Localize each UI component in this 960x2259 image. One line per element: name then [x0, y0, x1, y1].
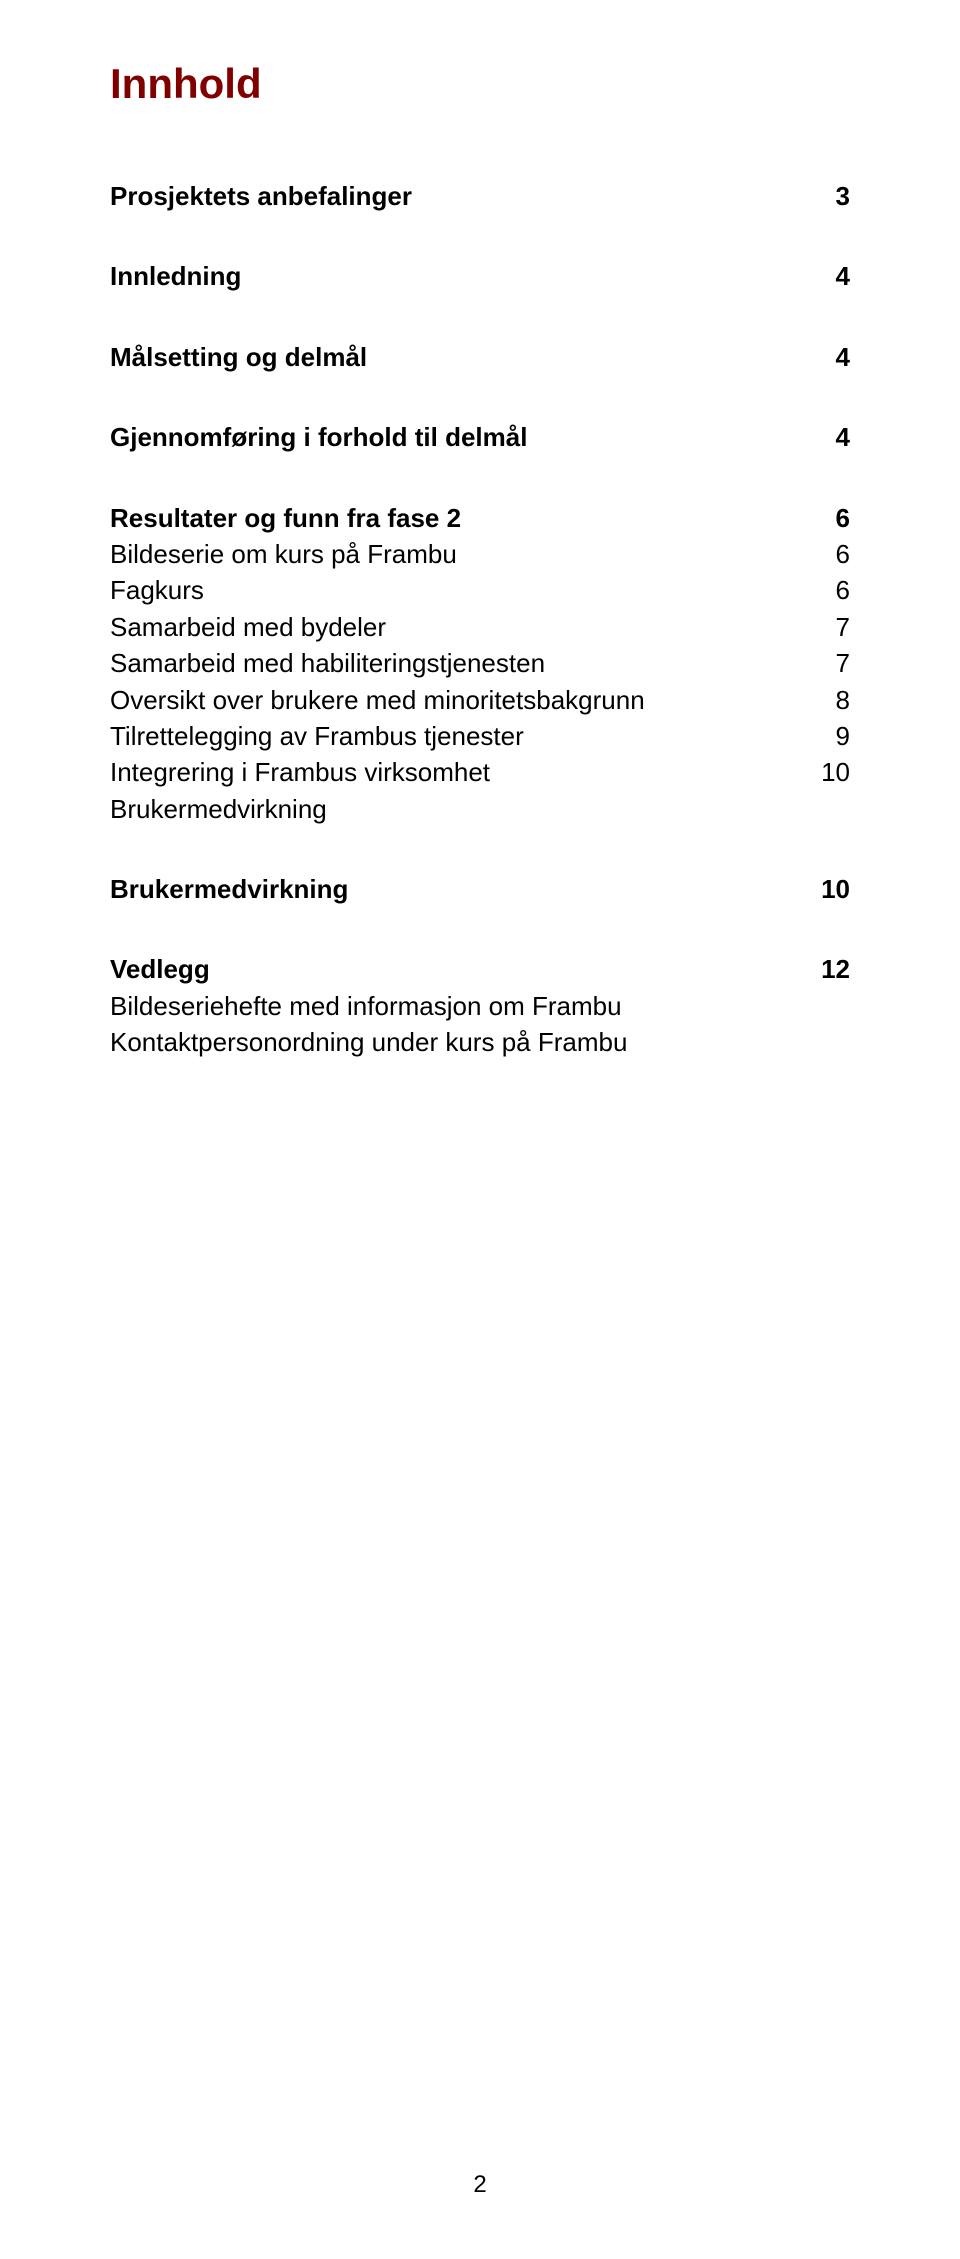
toc-entry: Bildeseriehefte med informasjon om Framb… [110, 988, 850, 1024]
toc-entry: Samarbeid med bydeler 7 [110, 609, 850, 645]
toc-entry: Brukermedvirkning 10 [110, 871, 850, 907]
page-title: Innhold [110, 60, 850, 108]
toc-entry: Målsetting og delmål 4 [110, 339, 850, 375]
toc-label: Innledning [110, 258, 810, 294]
toc-entry: Resultater og funn fra fase 2 6 [110, 500, 850, 536]
toc-subentries: Bildeserie om kurs på Frambu 6 Fagkurs 6… [110, 536, 850, 827]
toc-entry: Oversikt over brukere med minoritetsbakg… [110, 682, 850, 718]
toc-page-number: 6 [810, 572, 850, 608]
toc-label: Brukermedvirkning [110, 871, 810, 907]
toc-page-number: 10 [810, 754, 850, 790]
toc-label: Målsetting og delmål [110, 339, 810, 375]
toc-section: Innledning 4 [110, 258, 850, 294]
toc-page-number: 4 [810, 339, 850, 375]
toc-section: Gjennomføring i forhold til delmål 4 [110, 419, 850, 455]
toc-label: Fagkurs [110, 572, 810, 608]
toc-label: Bildeserie om kurs på Frambu [110, 536, 810, 572]
toc-page-number: 4 [810, 258, 850, 294]
toc-label: Prosjektets anbefalinger [110, 178, 810, 214]
toc-entry: Gjennomføring i forhold til delmål 4 [110, 419, 850, 455]
toc-label: Integrering i Frambus virksomhet [110, 754, 810, 790]
toc-page-number: 12 [810, 951, 850, 987]
toc-entry: Tilrettelegging av Frambus tjenester 9 [110, 718, 850, 754]
toc-entry: Kontaktpersonordning under kurs på Framb… [110, 1024, 850, 1060]
toc-label: Bildeseriehefte med informasjon om Framb… [110, 988, 810, 1024]
toc-page-number: 4 [810, 419, 850, 455]
toc-entry: Innledning 4 [110, 258, 850, 294]
toc-label: Oversikt over brukere med minoritetsbakg… [110, 682, 810, 718]
toc-section: Prosjektets anbefalinger 3 [110, 178, 850, 214]
toc-label: Gjennomføring i forhold til delmål [110, 419, 810, 455]
toc-page-number: 9 [810, 718, 850, 754]
toc-section: Brukermedvirkning 10 [110, 871, 850, 907]
toc-entry: Bildeserie om kurs på Frambu 6 [110, 536, 850, 572]
toc-entry: Brukermedvirkning [110, 791, 850, 827]
toc-section: Resultater og funn fra fase 2 6 Bildeser… [110, 500, 850, 828]
toc-page-number: 8 [810, 682, 850, 718]
toc-page-number: 7 [810, 609, 850, 645]
toc-entry: Prosjektets anbefalinger 3 [110, 178, 850, 214]
toc-label: Resultater og funn fra fase 2 [110, 500, 810, 536]
document-page: Innhold Prosjektets anbefalinger 3 Innle… [0, 0, 960, 2259]
toc-page-number: 7 [810, 645, 850, 681]
toc-label: Samarbeid med bydeler [110, 609, 810, 645]
toc-page-number: 6 [810, 536, 850, 572]
toc-label: Kontaktpersonordning under kurs på Framb… [110, 1024, 810, 1060]
page-number-footer: 2 [0, 2171, 960, 2199]
toc-label: Tilrettelegging av Frambus tjenester [110, 718, 810, 754]
toc-label: Samarbeid med habiliteringstjenesten [110, 645, 810, 681]
toc-entry: Samarbeid med habiliteringstjenesten 7 [110, 645, 850, 681]
toc-label: Vedlegg [110, 951, 810, 987]
toc-entry: Integrering i Frambus virksomhet 10 [110, 754, 850, 790]
toc-entry: Vedlegg 12 [110, 951, 850, 987]
toc-page-number: 3 [810, 178, 850, 214]
toc-entry: Fagkurs 6 [110, 572, 850, 608]
toc-section: Vedlegg 12 Bildeseriehefte med informasj… [110, 951, 850, 1060]
toc-page-number: 10 [810, 871, 850, 907]
toc-section: Målsetting og delmål 4 [110, 339, 850, 375]
toc-label: Brukermedvirkning [110, 791, 810, 827]
toc-page-number: 6 [810, 500, 850, 536]
toc-subentries: Bildeseriehefte med informasjon om Framb… [110, 988, 850, 1061]
